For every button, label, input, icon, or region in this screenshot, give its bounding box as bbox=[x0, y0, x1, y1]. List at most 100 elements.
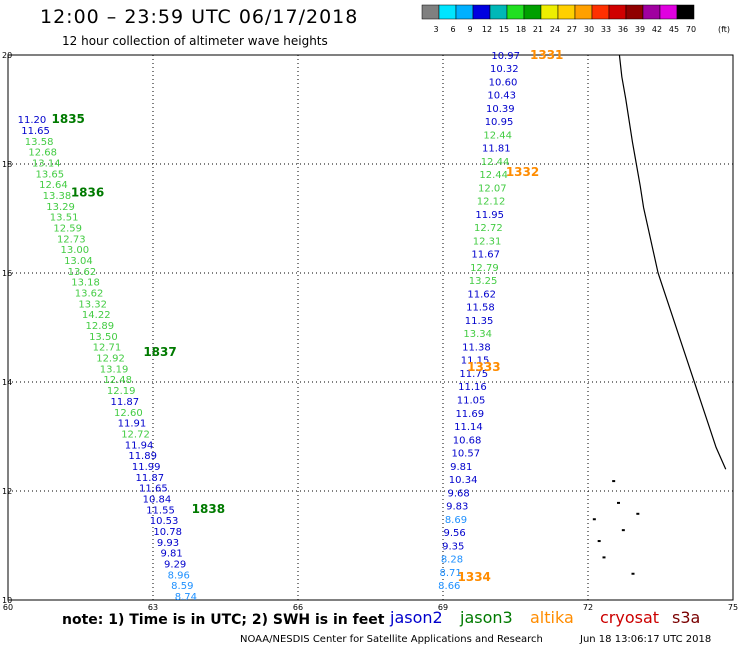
wave-height-label: 11.65 bbox=[139, 484, 168, 495]
wave-height-label: 9.81 bbox=[160, 549, 182, 560]
wave-height-label: 8.71 bbox=[439, 568, 461, 579]
wave-height-label: 11.87 bbox=[110, 397, 139, 408]
wave-height-label: 12.44 bbox=[481, 157, 510, 168]
wave-height-label: 12.92 bbox=[96, 354, 125, 365]
wave-height-label: 11.38 bbox=[462, 342, 491, 353]
wave-height-label: 9.83 bbox=[446, 502, 468, 513]
legend-item-jason3: jason3 bbox=[460, 608, 513, 627]
wave-height-label: 9.81 bbox=[450, 462, 472, 473]
wave-height-label: 13.62 bbox=[68, 267, 97, 278]
wave-height-label: 11.05 bbox=[457, 396, 486, 407]
pass-number-label: 1835 bbox=[52, 112, 85, 126]
colorbar-tick-label: 18 bbox=[516, 25, 526, 34]
colorbar-swatch bbox=[676, 4, 695, 20]
wave-height-label: 11.55 bbox=[146, 505, 175, 516]
wave-height-label: 13.25 bbox=[469, 276, 498, 287]
wave-height-label: 12.12 bbox=[477, 197, 506, 208]
wave-height-label: 12.68 bbox=[28, 148, 57, 159]
legend-item-jason2: jason2 bbox=[390, 608, 443, 627]
wave-height-label: 11.87 bbox=[135, 473, 164, 484]
wave-height-label: 11.89 bbox=[128, 451, 157, 462]
colorbar-tick-label: 36 bbox=[618, 25, 628, 34]
pass-number-label: 1838 bbox=[192, 502, 225, 516]
colorbar-unit: (ft) bbox=[718, 25, 730, 34]
page-subtitle: 12 hour collection of altimeter wave hei… bbox=[62, 34, 328, 48]
colorbar-tick-label: 27 bbox=[567, 25, 577, 34]
wave-height-label: 13.32 bbox=[78, 299, 107, 310]
wave-height-label: 12.60 bbox=[114, 408, 143, 419]
lat-tick-label: 18 bbox=[2, 160, 12, 169]
colorbar-tick-label: 15 bbox=[499, 25, 509, 34]
lat-tick-label: 14 bbox=[2, 378, 12, 387]
wave-height-label: 13.00 bbox=[61, 245, 90, 256]
wave-height-label: 11.58 bbox=[466, 303, 495, 314]
wave-height-label: 10.84 bbox=[143, 494, 172, 505]
colorbar: 3 6 9 12 15 18 21 24 27 30 33 36 39 42 45 70 (ft) bbox=[421, 4, 730, 34]
pass-number-label: 1332 bbox=[506, 165, 539, 179]
wave-height-label: 8.28 bbox=[441, 555, 463, 566]
wave-height-label: 13.65 bbox=[36, 169, 65, 180]
wave-height-label: 11.16 bbox=[458, 382, 487, 393]
wave-height-label: 12.71 bbox=[93, 343, 122, 354]
lon-tick-label: 63 bbox=[148, 603, 158, 612]
footer-credit: NOAA/NESDIS Center for Satellite Applica… bbox=[240, 634, 543, 645]
wave-height-label: 11.81 bbox=[482, 144, 511, 155]
wave-height-label: 13.34 bbox=[463, 329, 492, 340]
colorbar-tick-label: 21 bbox=[533, 25, 543, 34]
wave-height-label: 8.69 bbox=[445, 515, 467, 526]
wave-height-label: 12.73 bbox=[57, 234, 86, 245]
lat-tick-label: 16 bbox=[2, 269, 12, 278]
wave-height-label: 12.89 bbox=[85, 321, 114, 332]
colorbar-tick-label: 9 bbox=[467, 25, 472, 34]
map-frame bbox=[7, 54, 734, 601]
wave-height-label: 10.53 bbox=[150, 516, 179, 527]
wave-height-label: 12.31 bbox=[473, 236, 502, 247]
lon-tick-label: 69 bbox=[438, 603, 448, 612]
page-title: 12:00 – 23:59 UTC 06/17/2018 bbox=[40, 6, 359, 28]
colorbar-tick-label: 24 bbox=[550, 25, 560, 34]
colorbar-tick-label: 33 bbox=[601, 25, 611, 34]
wave-height-label: 12.07 bbox=[478, 183, 507, 194]
lon-tick-label: 72 bbox=[583, 603, 593, 612]
wave-height-label: 10.97 bbox=[491, 51, 520, 62]
wave-height-label: 12.64 bbox=[39, 180, 68, 191]
wave-height-label: 10.32 bbox=[490, 64, 519, 75]
wave-height-label: 12.72 bbox=[121, 429, 150, 440]
colorbar-tick-label: 12 bbox=[482, 25, 492, 34]
lat-tick-label: 12 bbox=[2, 487, 12, 496]
wave-height-label: 11.15 bbox=[461, 356, 490, 367]
lon-tick-label: 75 bbox=[728, 603, 738, 612]
wave-height-label: 10.57 bbox=[451, 449, 480, 460]
pass-number-label: 1837 bbox=[143, 345, 176, 359]
wave-height-label: 10.60 bbox=[489, 77, 518, 88]
wave-height-label: 11.20 bbox=[18, 115, 47, 126]
wave-height-label: 11.67 bbox=[471, 250, 500, 261]
wave-height-label: 10.95 bbox=[485, 117, 514, 128]
wave-height-label: 9.68 bbox=[447, 488, 469, 499]
wave-height-label: 10.78 bbox=[153, 527, 182, 538]
wave-height-label: 9.29 bbox=[164, 559, 186, 570]
wave-height-label: 8.74 bbox=[175, 592, 197, 603]
wave-height-label: 9.56 bbox=[443, 528, 465, 539]
colorbar-tick-label: 45 bbox=[669, 25, 679, 34]
wave-height-label: 8.66 bbox=[438, 581, 460, 592]
wave-height-label: 8.96 bbox=[168, 570, 190, 581]
island bbox=[636, 512, 640, 515]
wave-height-label: 13.29 bbox=[46, 202, 75, 213]
wave-height-label: 12.44 bbox=[483, 130, 512, 141]
map-plot: 60 63 66 69 72 75 20 18 16 14 12 10 10.97 10.32 10.60 1… bbox=[2, 48, 738, 612]
island bbox=[602, 556, 606, 559]
wave-height-label: 11.94 bbox=[125, 440, 154, 451]
wave-height-label: 13.51 bbox=[50, 213, 79, 224]
wave-height-label: 11.35 bbox=[465, 316, 494, 327]
colorbar-tick-label: 6 bbox=[450, 25, 455, 34]
wave-height-label: 13.38 bbox=[43, 191, 72, 202]
wave-height-label: 12.44 bbox=[479, 170, 508, 181]
island bbox=[617, 501, 620, 504]
wave-height-label: 13.19 bbox=[100, 364, 129, 375]
wave-height-label: 8.59 bbox=[171, 581, 193, 592]
wave-height-label: 12.48 bbox=[103, 375, 132, 386]
wave-height-label: 13.62 bbox=[75, 289, 104, 300]
pass-number-label: 1836 bbox=[71, 186, 104, 200]
